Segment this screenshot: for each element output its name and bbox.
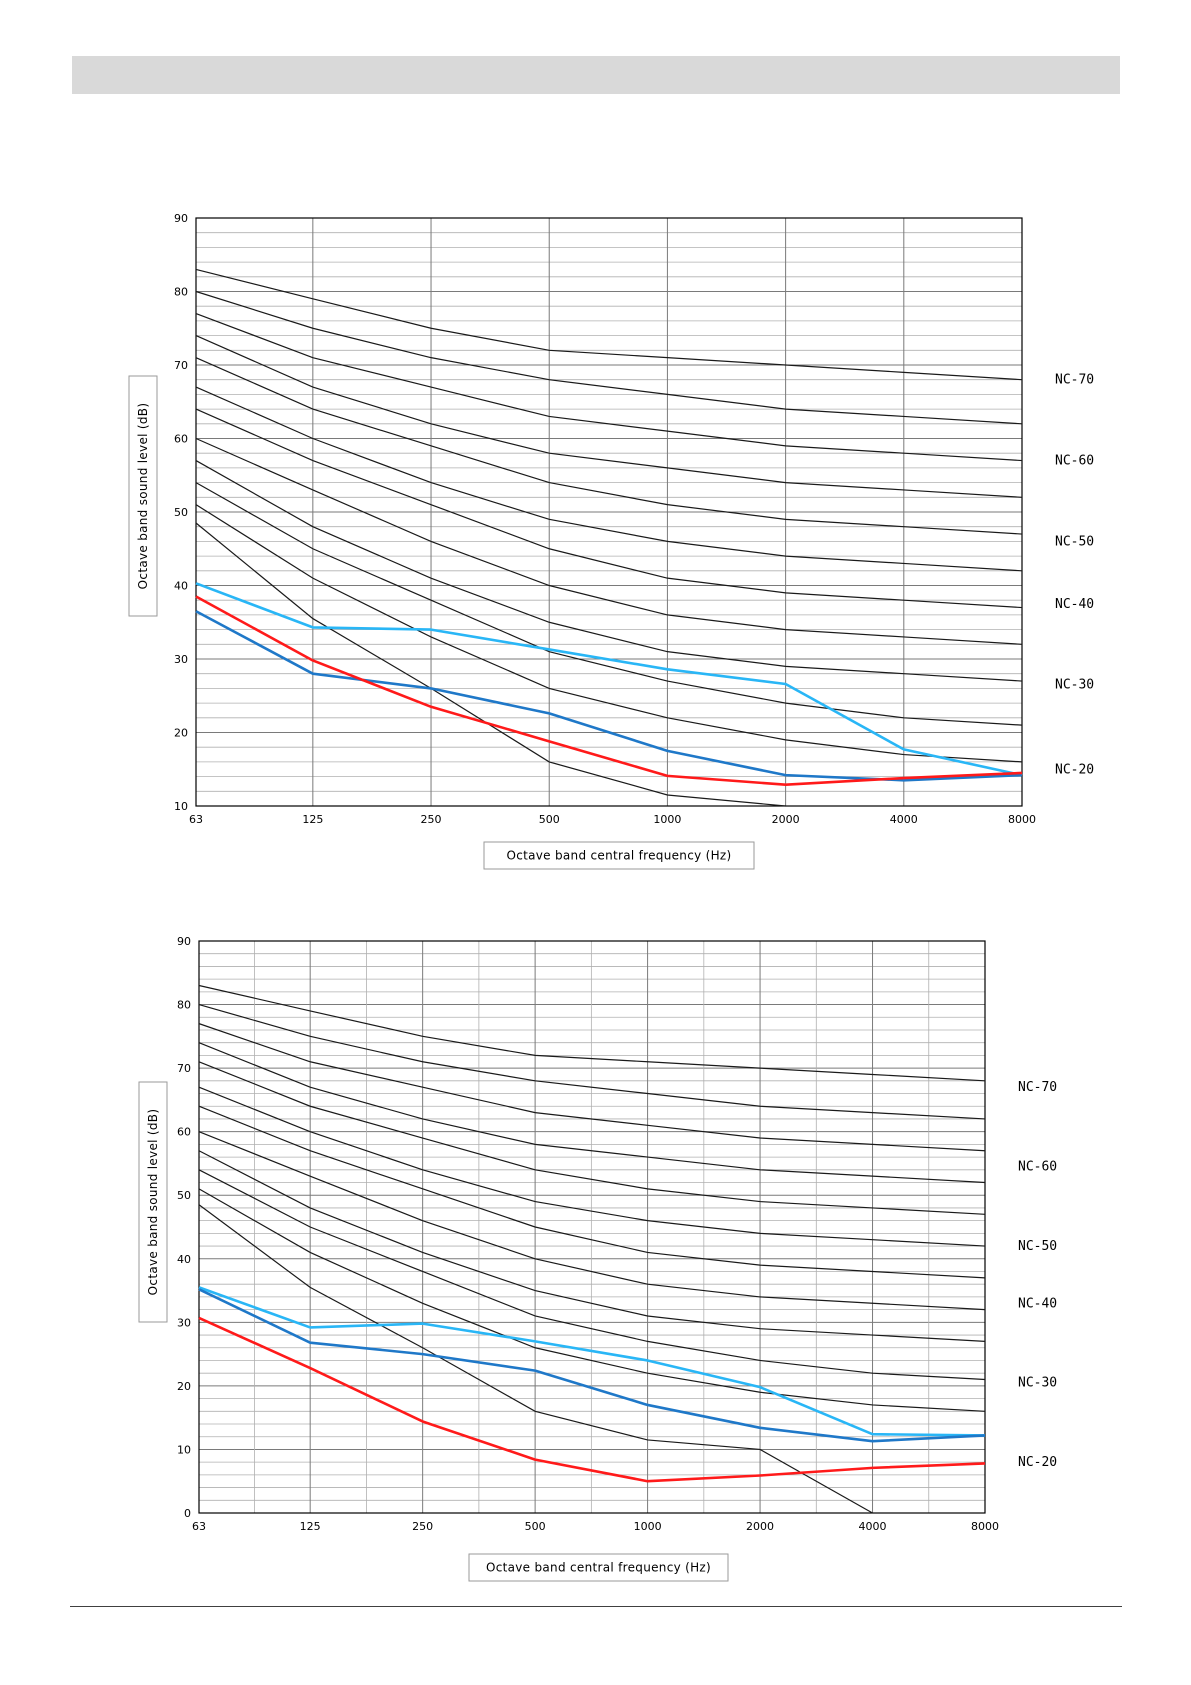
chart2-nc-label: NC-60 (1018, 1160, 1057, 1175)
chart2-nc-curve-7 (198, 1105, 986, 1279)
chart2-ylabel: Octave band sound level (dB) (146, 1109, 160, 1296)
chart2-nc-curve-1 (198, 984, 986, 1082)
chart2-nc-curve-4 (198, 1042, 986, 1184)
chart2-xlabel-box (468, 1553, 729, 1582)
chart1-nc-label: NC-30 (1055, 678, 1094, 693)
chart1-ytick-label: 90 (174, 212, 188, 225)
chart1-ytick-label: 50 (174, 506, 188, 519)
chart2-xtick-label: 1000 (634, 1520, 662, 1533)
header-bar (72, 56, 1120, 94)
chart2-nc-curve-9 (198, 1150, 986, 1342)
chart2-ylabel-box (138, 1081, 168, 1323)
chart1-series-lightblue (195, 582, 1023, 777)
chart1-ytick-label: 70 (174, 359, 188, 372)
chart2-series-red (198, 1316, 986, 1483)
chart1-ytick-label: 60 (174, 433, 188, 446)
chart1-nc-curve-7 (195, 408, 1023, 609)
chart1-nc-curve-1 (195, 268, 1023, 381)
chart2-ytick-label: 20 (177, 1380, 191, 1393)
chart1-nc-label: NC-50 (1055, 534, 1094, 549)
chart2-ytick-label: 10 (177, 1443, 191, 1456)
chart2-ytick-label: 80 (177, 999, 191, 1012)
nc-chart-2: 0 10 20 30 40 50 60 70 80 90 63 125 250 500 1000 2000 40… (138, 935, 1057, 1582)
chart2-nc-label: NC-20 (1018, 1455, 1057, 1470)
chart1-ylabel: Octave band sound level (dB) (136, 403, 150, 590)
chart1-nc-curve-5 (195, 357, 1023, 535)
chart1-xtick-label: 125 (302, 813, 323, 826)
chart1-nc-label: NC-20 (1055, 762, 1094, 777)
chart1-nc-curve-8 (195, 437, 1023, 645)
chart1-nc-curve-6 (195, 386, 1023, 572)
chart2-nc-curve-6 (198, 1086, 986, 1247)
chart1-series-red (195, 595, 1023, 786)
chart2-xtick-label: 125 (300, 1520, 321, 1533)
chart2-series-lightblue (198, 1286, 986, 1437)
chart1-xtick-label: 4000 (890, 813, 918, 826)
chart1-nc-curve-10 (195, 482, 1023, 726)
chart2-ytick-label: 50 (177, 1189, 191, 1202)
chart2-ytick-label: 90 (177, 935, 191, 948)
chart2-nc-label: NC-70 (1018, 1080, 1057, 1095)
chart1-xtick-label: 8000 (1008, 813, 1036, 826)
chart2-nc-label: NC-40 (1018, 1296, 1057, 1311)
chart2-ytick-label: 40 (177, 1253, 191, 1266)
chart1-ytick-label: 30 (174, 653, 188, 666)
chart1-plot-border (195, 217, 1023, 807)
chart2-nc-curve-5 (198, 1061, 986, 1215)
chart2-xtick-label: 4000 (859, 1520, 887, 1533)
chart2-xtick-label: 2000 (746, 1520, 774, 1533)
chart2-xtick-label: 500 (525, 1520, 546, 1533)
chart2-ytick-label: 70 (177, 1062, 191, 1075)
chart2-nc-curve-11 (198, 1188, 986, 1412)
chart1-xlabel-box (483, 841, 755, 870)
chart1-nc-label: NC-40 (1055, 597, 1094, 612)
chart1-xtick-label: 250 (421, 813, 442, 826)
chart1-ylabel-box (128, 375, 158, 617)
chart2-xtick-label: 250 (412, 1520, 433, 1533)
chart1-nc-curve-2 (195, 290, 1023, 425)
chart2-xlabel: Octave band central frequency (Hz) (486, 1561, 711, 1575)
chart2-xtick-label: 63 (192, 1520, 206, 1533)
chart2-xtick-label: 8000 (971, 1520, 999, 1533)
chart1-ytick-label: 20 (174, 727, 188, 740)
chart2-nc-label: NC-50 (1018, 1239, 1057, 1254)
chart2-ytick-label: 60 (177, 1126, 191, 1139)
chart2-ytick-label: 0 (184, 1507, 191, 1520)
footer-rule (70, 1606, 1122, 1607)
chart1-nc-curve-4 (195, 335, 1023, 498)
chart1-xtick-label: 1000 (653, 813, 681, 826)
nc-chart-1: 10 20 30 40 50 60 70 80 90 63 125 250 500 1000 2000 400… (128, 212, 1094, 870)
chart2-nc-curve-10 (198, 1169, 986, 1381)
chart1-nc-curve-11 (195, 504, 1023, 763)
chart1-xtick-label: 63 (189, 813, 203, 826)
chart1-nc-label: NC-60 (1055, 454, 1094, 469)
chart2-nc-curve-2 (198, 1003, 986, 1120)
chart2-plot-border (198, 940, 986, 1514)
chart1-xlabel: Octave band central frequency (Hz) (506, 849, 731, 863)
chart1-xtick-label: 500 (539, 813, 560, 826)
chart2-nc-curve-3 (198, 1023, 986, 1152)
chart1-ytick-label: 40 (174, 580, 188, 593)
chart2-series-darkblue (198, 1288, 986, 1443)
chart1-nc-label: NC-70 (1055, 373, 1094, 388)
chart2-ytick-label: 30 (177, 1316, 191, 1329)
chart2-nc-curve-12 (198, 1204, 873, 1514)
chart2-nc-label: NC-30 (1018, 1376, 1057, 1391)
chart1-ytick-label: 10 (174, 800, 188, 813)
chart1-xtick-label: 2000 (772, 813, 800, 826)
chart1-nc-curve-9 (195, 460, 1023, 682)
chart2-nc-curve-8 (198, 1131, 986, 1311)
chart1-ytick-label: 80 (174, 286, 188, 299)
chart1-nc-curve-3 (195, 312, 1023, 462)
